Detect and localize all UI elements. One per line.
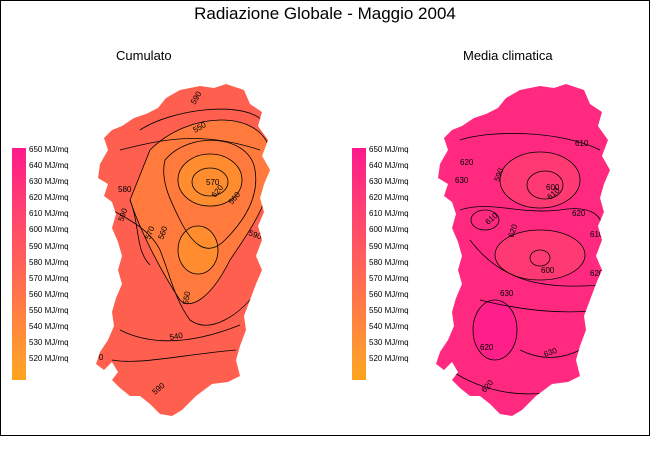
- legend-label: 590 MJ/mq: [29, 241, 69, 251]
- contour-label: 600: [541, 266, 555, 275]
- contour-label: 630: [500, 289, 514, 298]
- right-map-title: Media climatica: [463, 48, 553, 63]
- contour-label: 590: [492, 167, 505, 183]
- contour-label: 620: [480, 343, 494, 352]
- legend-label: 560 MJ/mq: [29, 289, 69, 299]
- legend-label: 530 MJ/mq: [369, 338, 409, 348]
- legend-label: 590 MJ/mq: [369, 241, 409, 251]
- contour-label: 630: [543, 346, 559, 359]
- legend-label: 610 MJ/mq: [29, 209, 69, 219]
- legend-label: 550 MJ/mq: [369, 305, 409, 315]
- legend-label: 570 MJ/mq: [29, 273, 69, 283]
- contour-label: 570: [90, 353, 104, 362]
- low-zone-right-2: [495, 230, 585, 280]
- color-scale-labels-left: 650 MJ/mq 640 MJ/mq 630 MJ/mq 620 MJ/mq 610 …: [29, 142, 69, 367]
- contour-label: 590: [247, 228, 263, 241]
- legend-label: 650 MJ/mq: [29, 145, 69, 154]
- legend-label: 520 MJ/mq: [29, 354, 69, 364]
- contour-label: 550: [181, 290, 192, 305]
- figure-title: Radiazione Globale - Maggio 2004: [194, 4, 456, 23]
- legend-label: 600 MJ/mq: [369, 225, 409, 235]
- legend-label: 580 MJ/mq: [369, 257, 409, 267]
- color-scale-bar-left: [12, 148, 26, 380]
- contour-lines-left: [111, 108, 270, 362]
- left-map-title: Cumulato: [116, 48, 172, 63]
- legend-label: 640 MJ/mq: [369, 161, 409, 171]
- contour-label: 610: [590, 230, 604, 239]
- high-zone-right: [473, 300, 517, 360]
- legend-label: 540 MJ/mq: [369, 322, 409, 332]
- legend-label: 630 MJ/mq: [369, 177, 409, 187]
- legend-label: 580 MJ/mq: [29, 257, 69, 267]
- contour-label: 620: [506, 223, 519, 239]
- legend-label: 530 MJ/mq: [29, 338, 69, 348]
- contour-label: 570: [143, 225, 156, 241]
- legend-label: 620 MJ/mq: [369, 193, 409, 203]
- color-scale-bar-right: [352, 148, 366, 380]
- legend-label: 540 MJ/mq: [29, 322, 69, 332]
- contour-label: 620: [572, 209, 586, 218]
- contour-label: 540: [169, 331, 184, 342]
- contour-label: 630: [594, 309, 608, 318]
- peak-zone-left-2: [178, 226, 218, 274]
- legend-label: 520 MJ/mq: [369, 354, 409, 364]
- contour-label: 580: [118, 185, 132, 194]
- color-scale-labels-right: 650 MJ/mq 640 MJ/mq 630 MJ/mq 620 MJ/mq 610 …: [369, 142, 409, 367]
- contour-label: 620: [460, 158, 474, 167]
- legend-label: 550 MJ/mq: [29, 305, 69, 315]
- contour-label: 560: [156, 225, 169, 241]
- contour-label: 590: [116, 207, 129, 223]
- contour-label: 570: [206, 178, 220, 187]
- legend-label: 560 MJ/mq: [369, 289, 409, 299]
- contour-label: 610: [575, 139, 589, 148]
- legend-label: 640 MJ/mq: [29, 161, 69, 171]
- legend-label: 650 MJ/mq: [369, 145, 409, 154]
- legend-label: 570 MJ/mq: [369, 273, 409, 283]
- legend-label: 600 MJ/mq: [29, 225, 69, 235]
- legend-label: 620 MJ/mq: [29, 193, 69, 203]
- contour-label: 620: [590, 269, 604, 278]
- legend-label: 630 MJ/mq: [29, 177, 69, 187]
- low-zone-right: [500, 152, 580, 208]
- contour-label: 630: [455, 176, 469, 185]
- peak-zone-left: [178, 154, 242, 206]
- contour-label: 600: [546, 183, 560, 192]
- legend-label: 610 MJ/mq: [369, 209, 409, 219]
